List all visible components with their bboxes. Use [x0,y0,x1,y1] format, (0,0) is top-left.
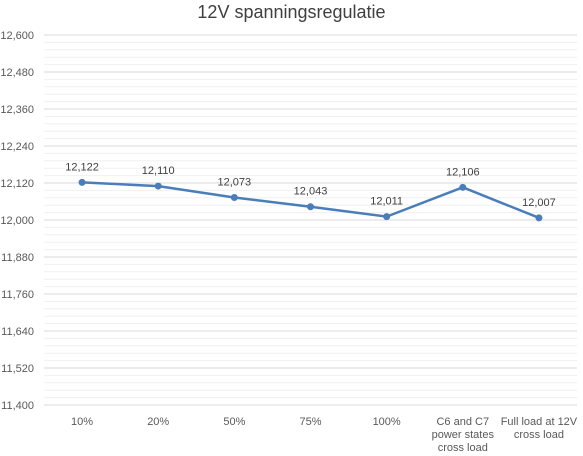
x-tick-label: 10% [71,416,93,428]
data-point [535,214,543,222]
y-tick-label: 12,600 [0,30,34,42]
data-label: 12,073 [218,176,252,188]
data-point [459,183,467,191]
data-label: 12,007 [522,197,556,209]
data-point [383,213,391,221]
data-label: 12,122 [65,161,99,173]
data-point [307,203,314,211]
x-tick-label: 20% [147,416,169,428]
y-tick-label: 12,480 [0,67,34,79]
data-point [78,178,86,186]
y-tick-label: 11,400 [1,400,34,412]
x-tick-label: Full load at 12V cross load [501,416,578,441]
data-label: 12,110 [142,165,175,177]
y-tick-label: 12,360 [0,104,34,116]
y-tick-label: 12,000 [0,215,34,227]
y-tick-label: 11,520 [1,363,34,375]
data-point [230,193,238,201]
x-tick-label: 50% [223,416,245,428]
x-tick-label: C6 and C7 power states cross load [432,416,495,454]
data-label: 12,011 [370,196,403,208]
y-tick-label: 12,240 [0,141,34,153]
x-tick-label: 75% [299,416,321,428]
chart-title: 12V spanningsregulatie [197,2,386,22]
y-tick-label: 11,880 [1,252,34,264]
y-tick-label: 12,120 [0,178,34,190]
x-tick-label: 100% [373,416,401,428]
data-label: 12,043 [294,186,328,198]
y-tick-label: 11,640 [1,326,34,338]
y-tick-label: 11,760 [1,289,34,301]
data-point [154,182,162,190]
data-label: 12,106 [446,166,480,178]
